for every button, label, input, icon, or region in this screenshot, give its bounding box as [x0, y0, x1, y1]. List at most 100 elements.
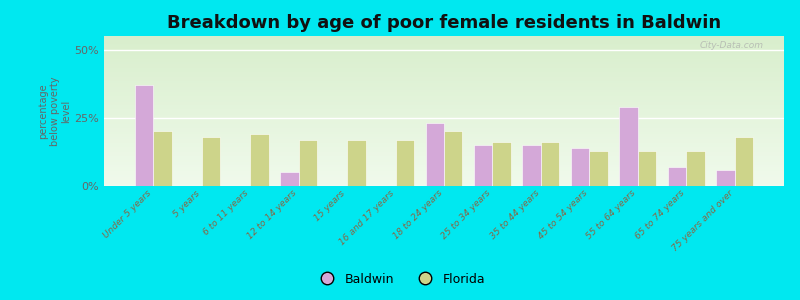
- Bar: [104, 150, 784, 152]
- Bar: [522, 145, 541, 186]
- Bar: [104, 120, 784, 122]
- Bar: [104, 105, 784, 107]
- Bar: [104, 165, 784, 167]
- Bar: [104, 169, 784, 171]
- Legend: Baldwin, Florida: Baldwin, Florida: [310, 268, 490, 291]
- Bar: [104, 102, 784, 103]
- Bar: [444, 131, 462, 186]
- Bar: [104, 171, 784, 173]
- Bar: [104, 49, 784, 51]
- Bar: [250, 134, 269, 186]
- Bar: [104, 98, 784, 100]
- Bar: [104, 145, 784, 147]
- Bar: [104, 118, 784, 120]
- Bar: [104, 111, 784, 113]
- Bar: [104, 47, 784, 49]
- Bar: [104, 154, 784, 156]
- Bar: [716, 169, 734, 186]
- Bar: [104, 87, 784, 88]
- Bar: [104, 182, 784, 184]
- Bar: [104, 135, 784, 137]
- Bar: [104, 148, 784, 150]
- Bar: [104, 79, 784, 81]
- Bar: [202, 137, 220, 186]
- Bar: [104, 55, 784, 57]
- Bar: [104, 117, 784, 118]
- Bar: [104, 85, 784, 87]
- Bar: [298, 140, 317, 186]
- Bar: [104, 158, 784, 160]
- Bar: [104, 143, 784, 145]
- Bar: [104, 184, 784, 186]
- Bar: [104, 77, 784, 79]
- Bar: [104, 162, 784, 164]
- Bar: [104, 100, 784, 102]
- Bar: [104, 124, 784, 126]
- Bar: [104, 107, 784, 109]
- Bar: [668, 167, 686, 186]
- Bar: [104, 113, 784, 115]
- Bar: [104, 36, 784, 38]
- Bar: [104, 81, 784, 83]
- Bar: [395, 140, 414, 186]
- Bar: [347, 140, 366, 186]
- Title: Breakdown by age of poor female residents in Baldwin: Breakdown by age of poor female resident…: [167, 14, 721, 32]
- Bar: [104, 141, 784, 143]
- Bar: [104, 175, 784, 177]
- Bar: [426, 123, 444, 186]
- Bar: [104, 164, 784, 165]
- Bar: [104, 72, 784, 74]
- Bar: [493, 142, 511, 186]
- Bar: [104, 92, 784, 94]
- Text: City-Data.com: City-Data.com: [699, 40, 763, 50]
- Bar: [280, 172, 298, 186]
- Bar: [104, 137, 784, 139]
- Bar: [104, 109, 784, 111]
- Bar: [104, 122, 784, 124]
- Bar: [638, 151, 656, 186]
- Bar: [104, 60, 784, 62]
- Bar: [104, 130, 784, 132]
- Bar: [104, 115, 784, 117]
- Bar: [104, 173, 784, 175]
- Bar: [104, 152, 784, 154]
- Bar: [104, 180, 784, 182]
- Bar: [541, 142, 559, 186]
- Bar: [104, 156, 784, 158]
- Bar: [104, 132, 784, 134]
- Bar: [104, 96, 784, 98]
- Bar: [104, 160, 784, 162]
- Bar: [590, 151, 608, 186]
- Bar: [104, 139, 784, 141]
- Bar: [104, 167, 784, 169]
- Bar: [104, 44, 784, 45]
- Bar: [104, 90, 784, 92]
- Bar: [104, 57, 784, 59]
- Bar: [104, 45, 784, 47]
- Bar: [135, 85, 154, 186]
- Bar: [104, 66, 784, 68]
- Bar: [154, 131, 172, 186]
- Bar: [104, 134, 784, 135]
- Bar: [104, 53, 784, 55]
- Bar: [686, 151, 705, 186]
- Bar: [104, 126, 784, 128]
- Bar: [104, 64, 784, 66]
- Bar: [104, 51, 784, 53]
- Bar: [104, 88, 784, 90]
- Bar: [571, 148, 590, 186]
- Bar: [104, 178, 784, 180]
- Bar: [104, 70, 784, 72]
- Bar: [104, 62, 784, 64]
- Bar: [104, 94, 784, 96]
- Bar: [619, 107, 638, 186]
- Bar: [104, 75, 784, 77]
- Bar: [104, 58, 784, 60]
- Y-axis label: percentage
below poverty
level: percentage below poverty level: [38, 76, 72, 146]
- Bar: [104, 147, 784, 148]
- Bar: [104, 128, 784, 130]
- Bar: [104, 177, 784, 178]
- Bar: [734, 137, 753, 186]
- Bar: [104, 74, 784, 75]
- Bar: [104, 83, 784, 85]
